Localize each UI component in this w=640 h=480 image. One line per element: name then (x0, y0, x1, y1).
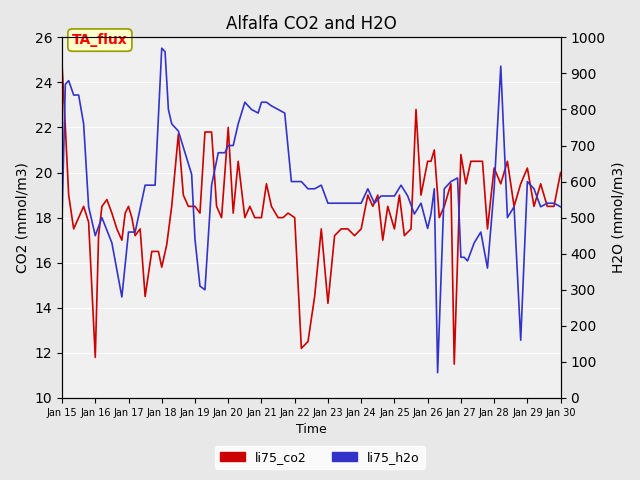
li75_co2 (451, 361, 458, 367)
li75_co2 (557, 169, 564, 175)
Text: TA_flux: TA_flux (72, 33, 128, 47)
li75_co2 (113, 226, 121, 232)
li75_co2 (58, 61, 66, 67)
Line: li75_co2: li75_co2 (62, 64, 561, 364)
Y-axis label: H2O (mmol/m3): H2O (mmol/m3) (611, 162, 625, 274)
li75_co2 (291, 215, 298, 220)
li75_h2o (80, 121, 88, 127)
Legend: li75_co2, li75_h2o: li75_co2, li75_h2o (215, 446, 425, 469)
li75_h2o (557, 204, 564, 210)
li75_h2o (464, 258, 472, 264)
li75_co2 (444, 192, 451, 198)
li75_co2 (125, 204, 132, 209)
X-axis label: Time: Time (296, 423, 326, 436)
li75_co2 (401, 233, 408, 239)
li75_h2o (58, 215, 66, 220)
li75_co2 (141, 294, 149, 300)
Line: li75_h2o: li75_h2o (62, 48, 561, 372)
li75_h2o (304, 186, 312, 192)
Y-axis label: CO2 (mmol/m3): CO2 (mmol/m3) (15, 162, 29, 273)
li75_h2o (281, 110, 289, 116)
Title: Alfalfa CO2 and H2O: Alfalfa CO2 and H2O (226, 15, 397, 33)
li75_h2o (434, 370, 442, 375)
li75_h2o (447, 179, 455, 184)
li75_h2o (158, 45, 166, 51)
li75_h2o (61, 81, 69, 87)
